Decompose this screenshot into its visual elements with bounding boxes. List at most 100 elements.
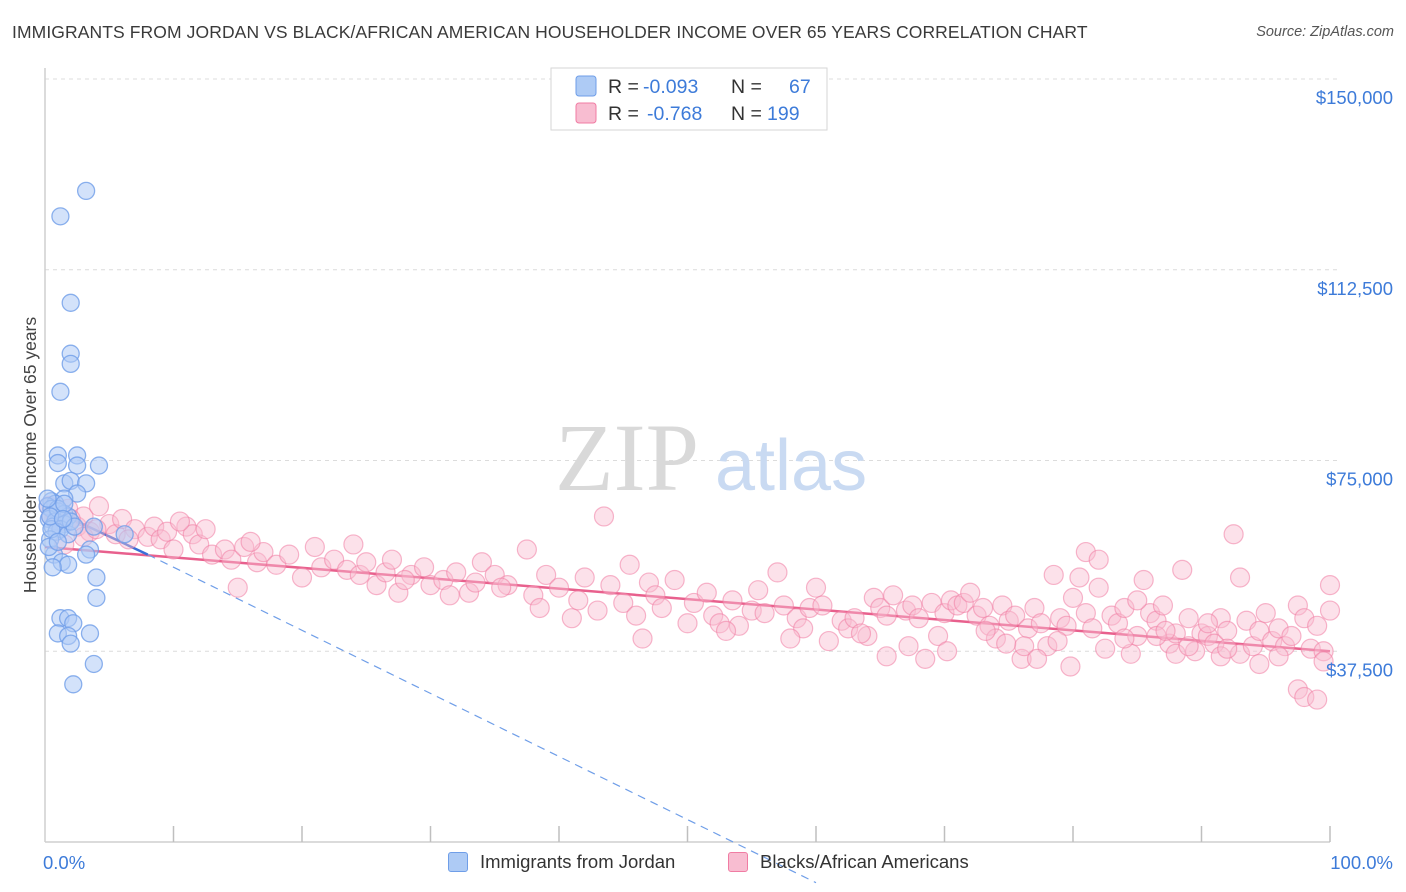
data-point-black	[773, 595, 794, 616]
data-point-black	[1114, 597, 1135, 619]
data-point-black	[433, 569, 454, 591]
data-point-black	[844, 608, 865, 629]
y-tick-label: $112,500	[1317, 278, 1393, 299]
data-point-black	[1114, 628, 1135, 649]
data-point-black	[1011, 648, 1032, 669]
data-point-jordan	[115, 525, 134, 544]
trendline-jordan-extended	[147, 554, 817, 884]
data-point-jordan	[48, 453, 67, 473]
data-point-black	[471, 552, 492, 573]
data-point-black	[1229, 567, 1251, 588]
legend-n-value: 199	[767, 103, 800, 125]
data-point-black	[375, 562, 396, 583]
data-point-black	[664, 569, 685, 591]
data-point-black	[536, 564, 557, 586]
data-point-black	[182, 524, 203, 545]
data-point-black	[1026, 648, 1048, 669]
data-point-jordan	[58, 555, 78, 574]
data-point-black	[311, 557, 332, 578]
data-point-jordan	[80, 624, 100, 643]
data-point-black	[1319, 575, 1341, 596]
legend-item-black[interactable]: Blacks/African Americans	[728, 851, 969, 873]
data-point-jordan	[55, 494, 74, 513]
legend-item-jordan[interactable]: Immigrants from Jordan	[448, 851, 675, 873]
data-point-black	[1268, 646, 1289, 667]
watermark-zip: ZIP	[555, 404, 699, 511]
data-point-black	[1159, 633, 1180, 654]
axes	[44, 68, 1331, 843]
data-point-black	[1088, 549, 1109, 570]
data-point-jordan	[61, 293, 80, 312]
data-point-black	[1249, 653, 1270, 675]
data-point-black	[1082, 618, 1103, 639]
y-tick-labels: $37,500 $75,000 $112,500 $150,000	[1316, 87, 1393, 680]
data-point-black	[876, 646, 897, 667]
chart-title: IMMIGRANTS FROM JORDAN VS BLACK/AFRICAN …	[12, 22, 1088, 42]
data-point-black	[754, 602, 775, 624]
data-point-black	[696, 582, 717, 603]
data-point-black	[1060, 656, 1081, 677]
data-point-jordan	[61, 634, 80, 653]
data-point-black	[1229, 643, 1251, 664]
y-axis-label: Householder Income Over 65 years	[20, 317, 40, 593]
data-point-black	[613, 592, 634, 614]
legend-stats-box: R = -0.093 N = 67 R = -0.768 N = 199	[550, 67, 828, 131]
data-point-black	[246, 552, 268, 573]
legend-r-value: -0.093	[643, 76, 698, 98]
data-point-black	[927, 625, 949, 647]
data-point-black	[1178, 608, 1199, 629]
data-point-jordan	[67, 456, 87, 475]
data-point-black	[356, 552, 377, 573]
data-point-black	[619, 554, 640, 575]
data-point-black	[1056, 615, 1077, 636]
data-point-black	[1217, 620, 1238, 642]
data-point-black	[805, 577, 827, 598]
data-point-jordan	[51, 382, 70, 401]
data-point-black	[491, 577, 512, 598]
data-point-black	[446, 562, 467, 583]
data-point-black	[1313, 651, 1334, 672]
data-point-black	[882, 585, 904, 606]
data-point-black	[523, 585, 544, 606]
data-point-jordan	[48, 532, 67, 552]
data-point-black	[1307, 615, 1328, 636]
data-point-black	[1268, 618, 1289, 639]
data-point-black	[1043, 564, 1064, 586]
data-point-black	[1047, 630, 1068, 652]
data-point-black	[1262, 630, 1283, 652]
legend-swatch-jordan	[575, 75, 597, 97]
legend-n-label: N =	[731, 103, 762, 125]
data-point-black	[420, 575, 441, 596]
data-point-black	[1120, 643, 1141, 664]
data-point-black	[985, 628, 1007, 649]
data-point-black	[574, 567, 595, 588]
y-tick-label: $37,500	[1326, 659, 1393, 680]
data-point-black	[593, 506, 615, 527]
data-point-black	[304, 536, 325, 558]
data-point-black	[227, 577, 248, 598]
data-point-black	[516, 539, 537, 560]
data-point-black	[1242, 636, 1264, 657]
data-point-black	[1088, 577, 1109, 598]
data-point-jordan	[89, 456, 109, 475]
data-point-jordan	[87, 568, 106, 587]
legend-label-black: Blacks/African Americans	[760, 851, 969, 872]
data-point-black	[458, 582, 480, 603]
data-point-black	[1294, 686, 1315, 708]
data-point-black	[812, 595, 833, 616]
data-point-black	[1005, 605, 1026, 626]
data-point-black	[1133, 569, 1154, 591]
data-point-black	[1165, 643, 1186, 664]
data-point-black	[1178, 636, 1199, 657]
data-point-jordan	[43, 558, 62, 577]
data-point-black	[850, 623, 872, 644]
data-point-black	[137, 526, 158, 547]
data-point-black	[625, 605, 647, 626]
legend-swatch-black	[728, 852, 748, 872]
data-point-black	[1062, 587, 1084, 608]
data-point-black	[388, 582, 409, 603]
data-point-black	[767, 562, 788, 583]
legend-swatch-jordan	[448, 852, 468, 872]
data-point-black	[1155, 620, 1176, 642]
data-point-black	[349, 564, 370, 586]
